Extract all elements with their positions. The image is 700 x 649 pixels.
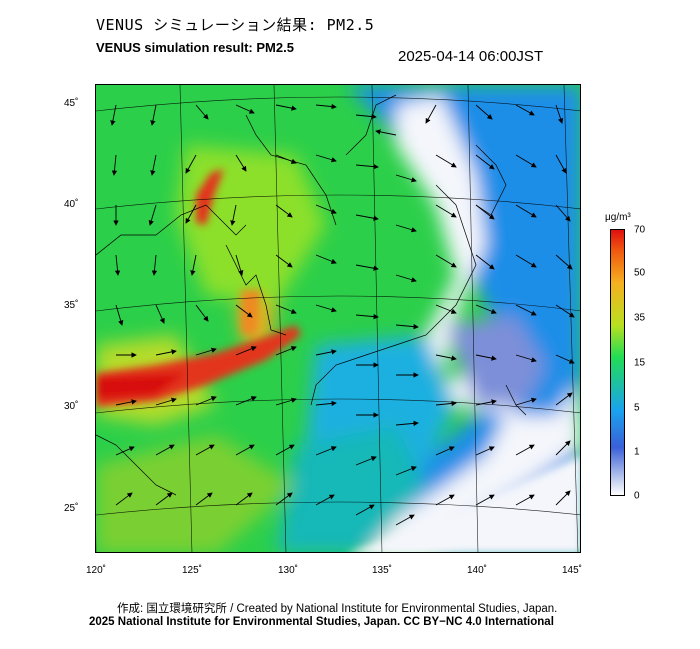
copyright-line: 2025 National Institute for Environmenta… (89, 616, 554, 628)
lat-tick-label: 45˚ (64, 98, 79, 109)
colorbar (610, 229, 625, 496)
timestamp: 2025-04-14 06:00JST (398, 48, 544, 65)
colorbar-tick: 35 (634, 312, 646, 324)
colorbar-tick: 50 (634, 267, 646, 279)
lon-tick-label: 135˚ (372, 565, 393, 576)
title-japanese: VENUS シミュレーション結果: PM2.5 (96, 16, 375, 34)
lon-tick-label: 130˚ (278, 565, 299, 576)
lat-tick-label: 25˚ (64, 503, 79, 514)
lat-tick-label: 35˚ (64, 300, 79, 311)
colorbar-tick: 0 (634, 490, 640, 502)
lon-tick-label: 140˚ (467, 565, 488, 576)
lon-tick-label: 125˚ (182, 565, 203, 576)
colorbar-tick: 15 (634, 357, 646, 369)
colorbar-tick: 5 (634, 402, 640, 414)
lat-tick-label: 40˚ (64, 199, 79, 210)
colorbar-tick: 1 (634, 446, 640, 458)
credit-line: 作成: 国立環境研究所 / Created by National Instit… (117, 603, 558, 615)
pm25-map (95, 84, 581, 553)
colorbar-unit: μg/m³ (605, 212, 631, 223)
lat-tick-label: 30˚ (64, 401, 79, 412)
pm25-concentration-field (96, 85, 580, 552)
title-english: VENUS simulation result: PM2.5 (96, 40, 294, 55)
lon-tick-label: 120˚ (86, 565, 107, 576)
colorbar-tick: 70 (634, 224, 646, 236)
lon-tick-label: 145˚ (562, 565, 583, 576)
